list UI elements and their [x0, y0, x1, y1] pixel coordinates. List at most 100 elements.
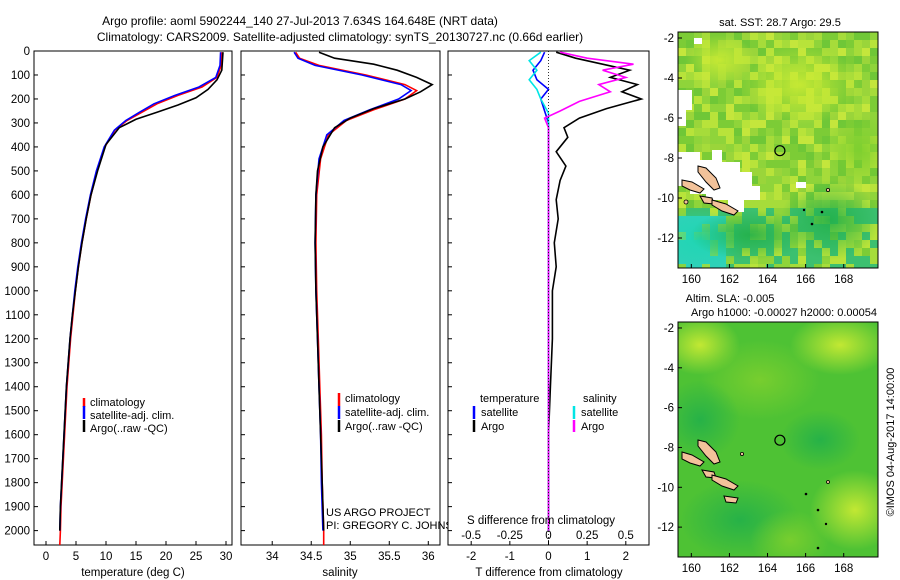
sst-cell — [870, 264, 878, 268]
sst-cloud-mask — [678, 150, 760, 212]
sst-cell — [774, 120, 782, 128]
lon-tick-label: 166 — [796, 563, 815, 575]
depth-tick-label: 1900 — [4, 502, 30, 514]
series-line-s-argo — [543, 51, 634, 531]
sst-cell — [718, 144, 726, 152]
legend-label-argo: Argo(..raw -QC) — [90, 423, 168, 435]
sst-cell — [750, 152, 758, 160]
sst-cell — [766, 184, 774, 192]
sst-cell — [798, 264, 806, 268]
depth-tick-label: 200 — [11, 94, 30, 106]
sst-cell — [750, 136, 758, 144]
lon-tick-label: 160 — [682, 274, 701, 286]
sst-cell — [702, 88, 710, 96]
sst-cell — [742, 152, 750, 160]
sst-cell — [862, 88, 870, 96]
sst-cell — [798, 40, 806, 48]
sst-cell — [742, 32, 750, 40]
sst-cell — [862, 40, 870, 48]
sst-profile-location-marker — [774, 145, 786, 157]
sst-cell — [758, 120, 766, 128]
sst-cell — [774, 40, 782, 48]
sst-cell — [782, 264, 790, 268]
sst-cell — [806, 32, 814, 40]
sst-cell — [846, 40, 854, 48]
pi-credit: PI: GREGORY C. JOHNSON — [326, 520, 469, 532]
sst-cell — [758, 192, 766, 200]
sst-cell — [870, 104, 878, 112]
series-line-t-argo — [547, 51, 644, 531]
sst-cell — [750, 200, 758, 208]
sst-cell — [766, 120, 774, 128]
sst-cell — [782, 168, 790, 176]
legend-label-climatology: climatology — [345, 393, 401, 405]
salinity-x-ticks: 34 34.5 35 35.5 36 — [266, 541, 435, 563]
sst-cell — [870, 192, 878, 200]
sst-cell — [774, 128, 782, 136]
series-line-argo-raw-qc — [59, 52, 224, 531]
sst-cell — [854, 56, 862, 64]
sst-cell — [774, 160, 782, 168]
sst-cell — [814, 32, 822, 40]
figure-title-line2: Climatology: CARS2009. Satellite-adjuste… — [97, 30, 583, 44]
sst-cell — [758, 128, 766, 136]
series-line-argo-raw-qc — [314, 51, 434, 531]
sst-cell — [790, 128, 798, 136]
sst-cell — [870, 184, 878, 192]
sst-cell — [766, 192, 774, 200]
difference-series — [528, 51, 644, 545]
depth-tick-label: 1700 — [4, 454, 30, 466]
sst-cell — [766, 40, 774, 48]
salinity-x-label: salinity — [322, 567, 357, 579]
sla-field — [678, 322, 878, 557]
depth-tick-label: 1000 — [4, 286, 30, 298]
sla-map-title: Altim. SLA: -0.005 — [686, 293, 775, 305]
sst-cell — [758, 176, 766, 184]
lon-tick-label: 166 — [796, 274, 815, 286]
sst-cell — [750, 168, 758, 176]
sst-cell — [694, 144, 702, 152]
sla-map-frame — [677, 321, 879, 558]
sst-cell — [838, 256, 846, 264]
sst-cell — [742, 128, 750, 136]
depth-tick-label: 400 — [11, 142, 30, 154]
sst-cell — [734, 256, 742, 264]
sst-cell — [846, 32, 854, 40]
sst-cell — [750, 264, 758, 268]
sst-cell — [814, 160, 822, 168]
sst-cell — [830, 264, 838, 268]
sst-cell — [814, 168, 822, 176]
sst-cell — [814, 40, 822, 48]
legend-label-satellite: satellite-adj. clim. — [90, 410, 174, 422]
sst-cell — [686, 128, 694, 136]
depth-tick-label: 2000 — [4, 526, 30, 538]
sst-cell — [870, 56, 878, 64]
sst-cell — [790, 152, 798, 160]
sla-solomon-islands — [681, 439, 830, 550]
depth-tick-label: 700 — [11, 214, 30, 226]
sst-cell — [702, 32, 710, 40]
sst-cell — [766, 152, 774, 160]
sst-cell — [870, 248, 878, 256]
sst-cell — [862, 104, 870, 112]
sst-cell — [814, 152, 822, 160]
sst-cell — [774, 208, 782, 216]
sst-cell — [726, 112, 734, 120]
x-tick-label: 15 — [130, 551, 143, 563]
sst-cell — [678, 64, 686, 72]
sst-cell — [758, 48, 766, 56]
sst-cell — [854, 40, 862, 48]
sst-cell — [798, 256, 806, 264]
t-difference-label: T difference from climatology — [475, 567, 622, 579]
sst-cell — [742, 144, 750, 152]
sst-cell — [694, 200, 702, 208]
sst-cell — [838, 112, 846, 120]
s-difference-label: S difference from climatology — [467, 515, 615, 527]
sst-cell — [862, 256, 870, 264]
lat-tick-label: -8 — [664, 153, 674, 165]
sst-cell — [782, 152, 790, 160]
sst-cell — [694, 96, 702, 104]
sst-cell — [758, 40, 766, 48]
sst-cell — [710, 136, 718, 144]
sst-cell — [782, 256, 790, 264]
